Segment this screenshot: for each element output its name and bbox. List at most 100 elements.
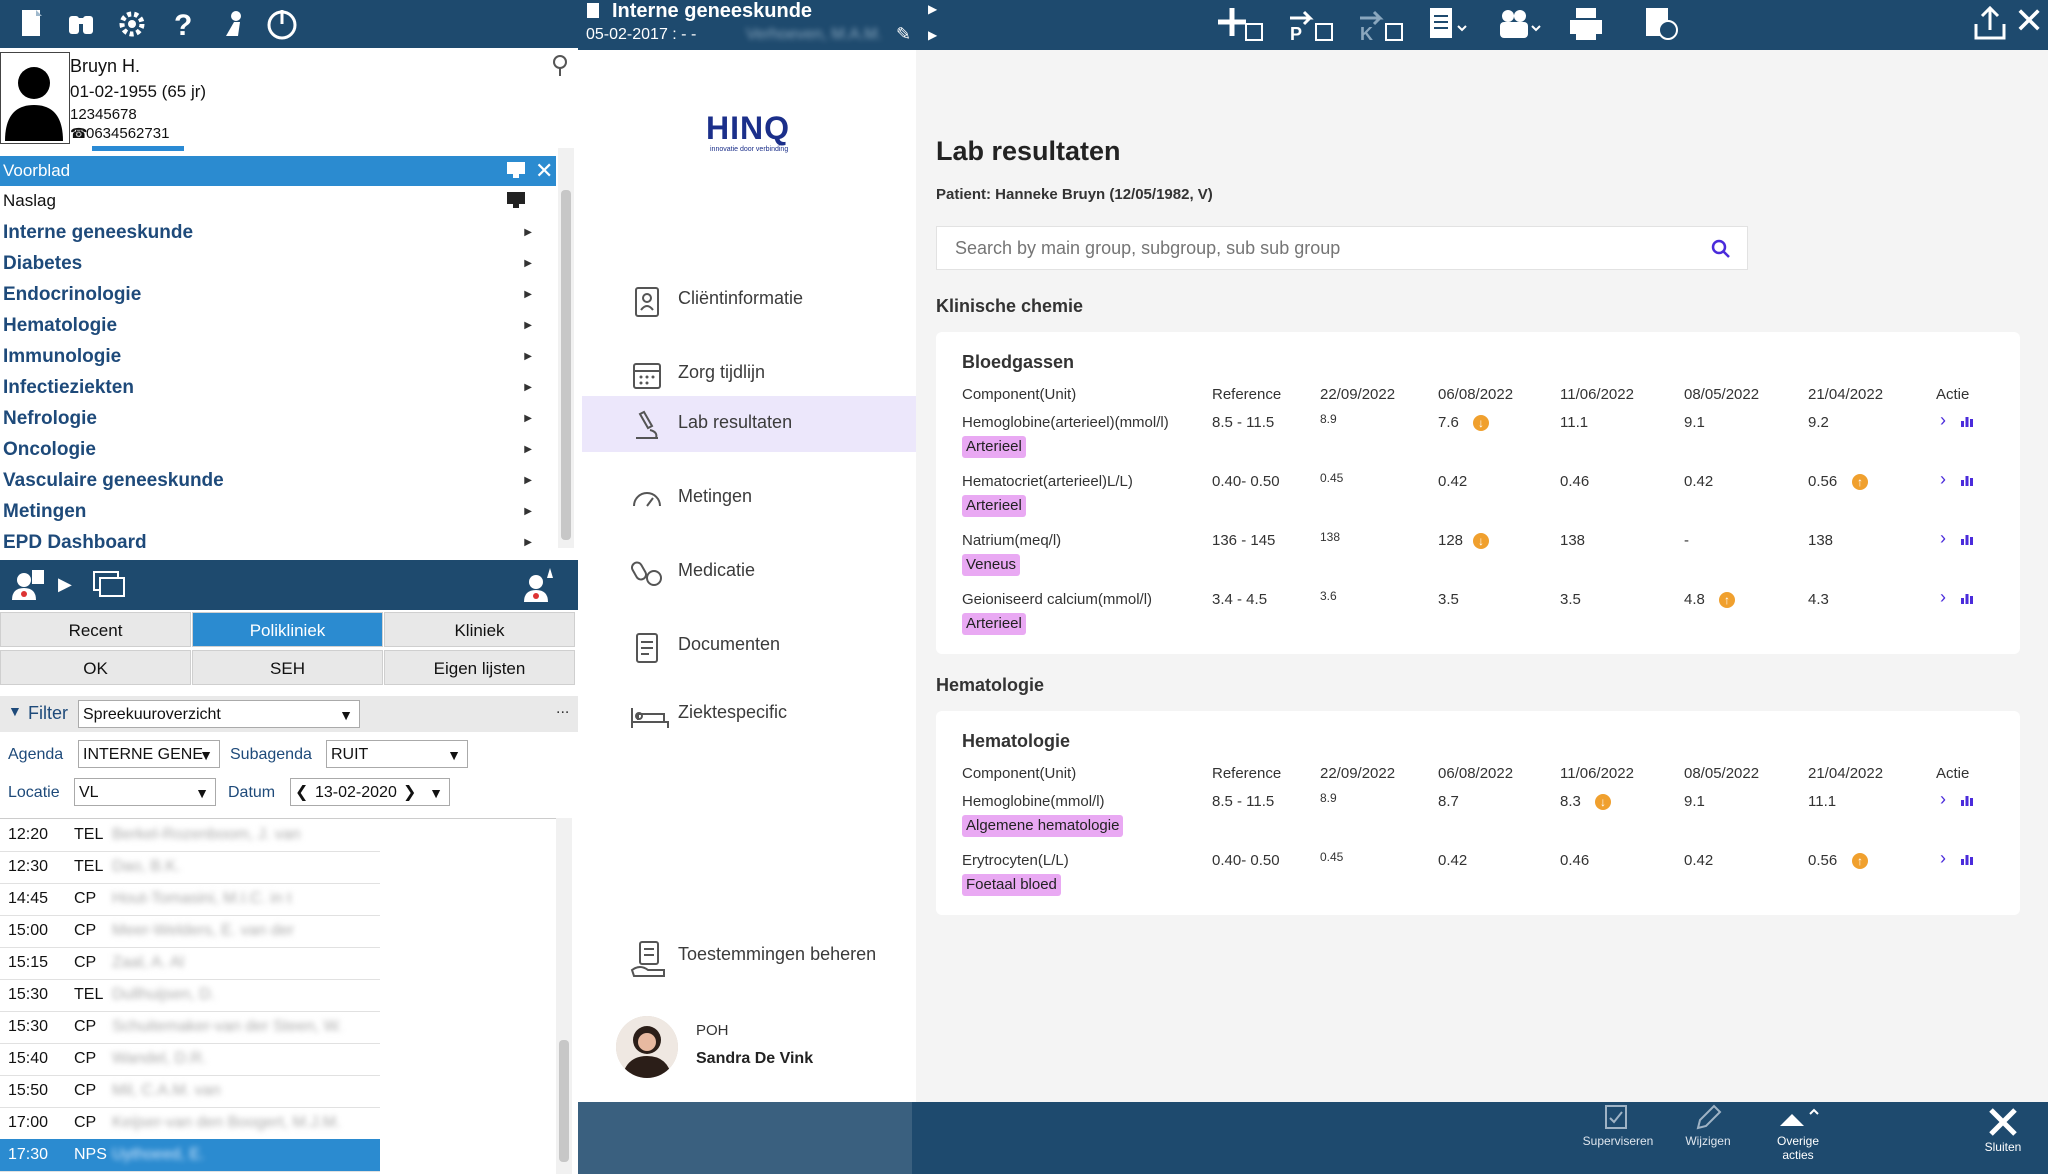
filter-select[interactable]: Spreekuuroverzicht ▼ bbox=[78, 700, 360, 728]
chevron-right-icon[interactable]: › bbox=[1940, 789, 1946, 809]
menu-item-endocrinologie[interactable]: Endocrinologie ▶ bbox=[0, 280, 556, 310]
monitor-icon[interactable] bbox=[506, 191, 528, 211]
chevron-right-icon[interactable]: › bbox=[1940, 469, 1946, 489]
tab-polikliniek[interactable]: Polikliniek bbox=[192, 612, 383, 647]
overige-acties-button[interactable]: Overige acties bbox=[1748, 1104, 1848, 1162]
menu-item-interne[interactable]: Interne geneeskunde ▶ bbox=[0, 218, 556, 248]
menu-item-voorblad[interactable]: Voorblad ✕ bbox=[0, 156, 556, 186]
menu-item-hematologie[interactable]: Hematologie ▶ bbox=[0, 311, 556, 341]
chevron-down-icon[interactable]: ▼ bbox=[8, 703, 22, 719]
search-icon[interactable] bbox=[1711, 239, 1731, 259]
chevron-right-icon[interactable]: › bbox=[1940, 587, 1946, 607]
doctor-alert-icon[interactable] bbox=[520, 566, 560, 606]
search-box[interactable] bbox=[936, 226, 1748, 270]
arrow-down-warning-icon: ↓ bbox=[1473, 415, 1489, 431]
menu-scrollbar-thumb[interactable] bbox=[561, 190, 571, 540]
list-item[interactable]: 12:20 TEL Berkel-Rozenboom, J. van bbox=[0, 819, 380, 852]
menu-item-naslag[interactable]: Naslag bbox=[0, 186, 556, 216]
bar-chart-icon[interactable] bbox=[1960, 532, 1974, 546]
tab-eigen-lijsten[interactable]: Eigen lijsten bbox=[384, 650, 575, 685]
doctor-list-icon[interactable] bbox=[8, 566, 48, 606]
tab-kliniek[interactable]: Kliniek bbox=[384, 612, 575, 647]
list-item[interactable]: 12:30 TEL Dao, B.K. bbox=[0, 851, 380, 884]
chevron-right-icon[interactable]: ❯ bbox=[403, 784, 417, 801]
document-list-icon[interactable] bbox=[1426, 4, 1476, 44]
subagenda-select[interactable]: RUIT ▼ bbox=[326, 740, 468, 768]
export-icon[interactable] bbox=[1970, 4, 2010, 44]
menu-item-immunologie[interactable]: Immunologie ▶ bbox=[0, 342, 556, 372]
menu-item-infectieziekten[interactable]: Infectieziekten ▶ bbox=[0, 373, 556, 403]
group-icon[interactable] bbox=[1496, 4, 1546, 44]
nav-item-lab-resultaten[interactable]: Lab resultaten bbox=[582, 396, 916, 452]
menu-item-diabetes[interactable]: Diabetes ▶ bbox=[0, 249, 556, 279]
close-icon[interactable]: ✕ bbox=[2014, 0, 2045, 41]
printer-icon[interactable] bbox=[1566, 4, 1606, 44]
chevron-right-icon[interactable]: › bbox=[1940, 410, 1946, 430]
chevron-left-icon[interactable]: ❮ bbox=[295, 784, 309, 801]
superviseren-button[interactable]: Superviseren bbox=[1568, 1104, 1668, 1148]
bar-chart-icon[interactable] bbox=[1960, 852, 1974, 866]
triangle-right-icon[interactable]: ▶ bbox=[928, 2, 938, 16]
list-item[interactable]: 17:00 CP Keijser-van den Boogert, M.J.M. bbox=[0, 1107, 380, 1140]
patient-avatar bbox=[0, 52, 70, 144]
wijzigen-button[interactable]: Wijzigen bbox=[1658, 1104, 1758, 1148]
list-item[interactable]: 15:00 CP Meer-Welders, E. van der bbox=[0, 915, 380, 948]
close-icon[interactable]: ✕ bbox=[535, 158, 554, 183]
list-item[interactable]: 15:30 CP Schuitemaker-van der Steen, W. bbox=[0, 1011, 380, 1044]
sluiten-button[interactable]: Sluiten bbox=[1958, 1104, 2048, 1154]
chevron-right-icon[interactable]: › bbox=[1940, 528, 1946, 548]
bar-chart-icon[interactable] bbox=[1960, 793, 1974, 807]
user-pin-icon[interactable] bbox=[212, 4, 252, 44]
tab-ok[interactable]: OK bbox=[0, 650, 191, 685]
menu-item-oncologie[interactable]: Oncologie ▶ bbox=[0, 435, 556, 465]
nav-item-ziektespecific[interactable]: Ziektespecific bbox=[582, 686, 916, 742]
pencil-icon[interactable]: ✎ bbox=[896, 24, 912, 44]
windows-icon[interactable] bbox=[90, 568, 126, 602]
nav-item-documenten[interactable]: Documenten bbox=[582, 618, 916, 674]
binoculars-icon[interactable] bbox=[62, 4, 102, 44]
nav-item-medicatie[interactable]: Medicatie bbox=[582, 544, 916, 600]
chevron-right-icon[interactable]: › bbox=[1940, 848, 1946, 868]
list-item-selected[interactable]: 17:30 NPS Uythoeed, E. bbox=[0, 1139, 380, 1172]
forward-p-icon[interactable]: P bbox=[1286, 4, 1336, 44]
gear-icon[interactable] bbox=[112, 4, 152, 44]
chevron-right-icon[interactable]: ▶ bbox=[58, 574, 72, 594]
user-avatar[interactable] bbox=[616, 1016, 678, 1078]
add-check-icon[interactable] bbox=[1216, 4, 1266, 44]
power-icon[interactable] bbox=[262, 4, 302, 44]
bar-chart-icon[interactable] bbox=[1960, 591, 1974, 605]
document-icon[interactable] bbox=[12, 4, 52, 44]
nav-item-clientinformatie[interactable]: Cliëntinformatie bbox=[582, 272, 916, 328]
result-value: - bbox=[1684, 532, 1689, 549]
list-item[interactable]: 15:40 CP Wandel, D.R. bbox=[0, 1043, 380, 1076]
hand-document-icon bbox=[630, 940, 665, 977]
nav-item-toestemmingen[interactable]: Toestemmingen beheren bbox=[582, 928, 916, 984]
menu-item-nefrologie[interactable]: Nefrologie ▶ bbox=[0, 404, 556, 434]
pin-icon[interactable] bbox=[550, 54, 570, 78]
nav-item-zorg-tijdlijn[interactable]: Zorg tijdlijn bbox=[582, 346, 916, 402]
monitor-icon[interactable] bbox=[506, 161, 528, 181]
help-icon[interactable]: ? bbox=[162, 4, 202, 44]
menu-item-epd-dashboard[interactable]: EPD Dashboard ▶ bbox=[0, 528, 556, 558]
menu-item-metingen[interactable]: Metingen ▶ bbox=[0, 497, 556, 527]
more-options-button[interactable]: ... bbox=[556, 700, 570, 717]
list-item[interactable]: 14:45 CP Hout-Tomasini, M.I.C. in t bbox=[0, 883, 380, 916]
bar-chart-icon[interactable] bbox=[1960, 414, 1974, 428]
list-item[interactable]: 15:30 TEL Dullhuijsen, D. bbox=[0, 979, 380, 1012]
forward-k-icon[interactable]: K bbox=[1356, 4, 1406, 44]
menu-item-vasculaire[interactable]: Vasculaire geneeskunde ▶ bbox=[0, 466, 556, 496]
bar-chart-icon[interactable] bbox=[1960, 473, 1974, 487]
agenda-select[interactable]: INTERNE GENE ▼ bbox=[78, 740, 220, 768]
nav-item-metingen[interactable]: Metingen bbox=[582, 470, 916, 526]
list-item[interactable]: 15:15 CP Zaal, A. Al bbox=[0, 947, 380, 980]
list-item[interactable]: 15:50 CP Mil, C.A.M. van bbox=[0, 1075, 380, 1108]
tab-seh[interactable]: SEH bbox=[192, 650, 383, 685]
locatie-select[interactable]: VL ▼ bbox=[74, 778, 216, 806]
datum-picker[interactable]: ❮ 13-02-2020 ❯ ▼ bbox=[290, 778, 450, 806]
appointment-scrollbar-thumb[interactable] bbox=[559, 1040, 569, 1162]
search-input[interactable] bbox=[953, 237, 1697, 260]
menu-item-label: Immunologie bbox=[3, 346, 122, 367]
calculator-globe-icon[interactable] bbox=[1642, 4, 1682, 44]
tab-recent[interactable]: Recent bbox=[0, 612, 191, 647]
triangle-right-icon[interactable]: ▶ bbox=[928, 28, 938, 42]
